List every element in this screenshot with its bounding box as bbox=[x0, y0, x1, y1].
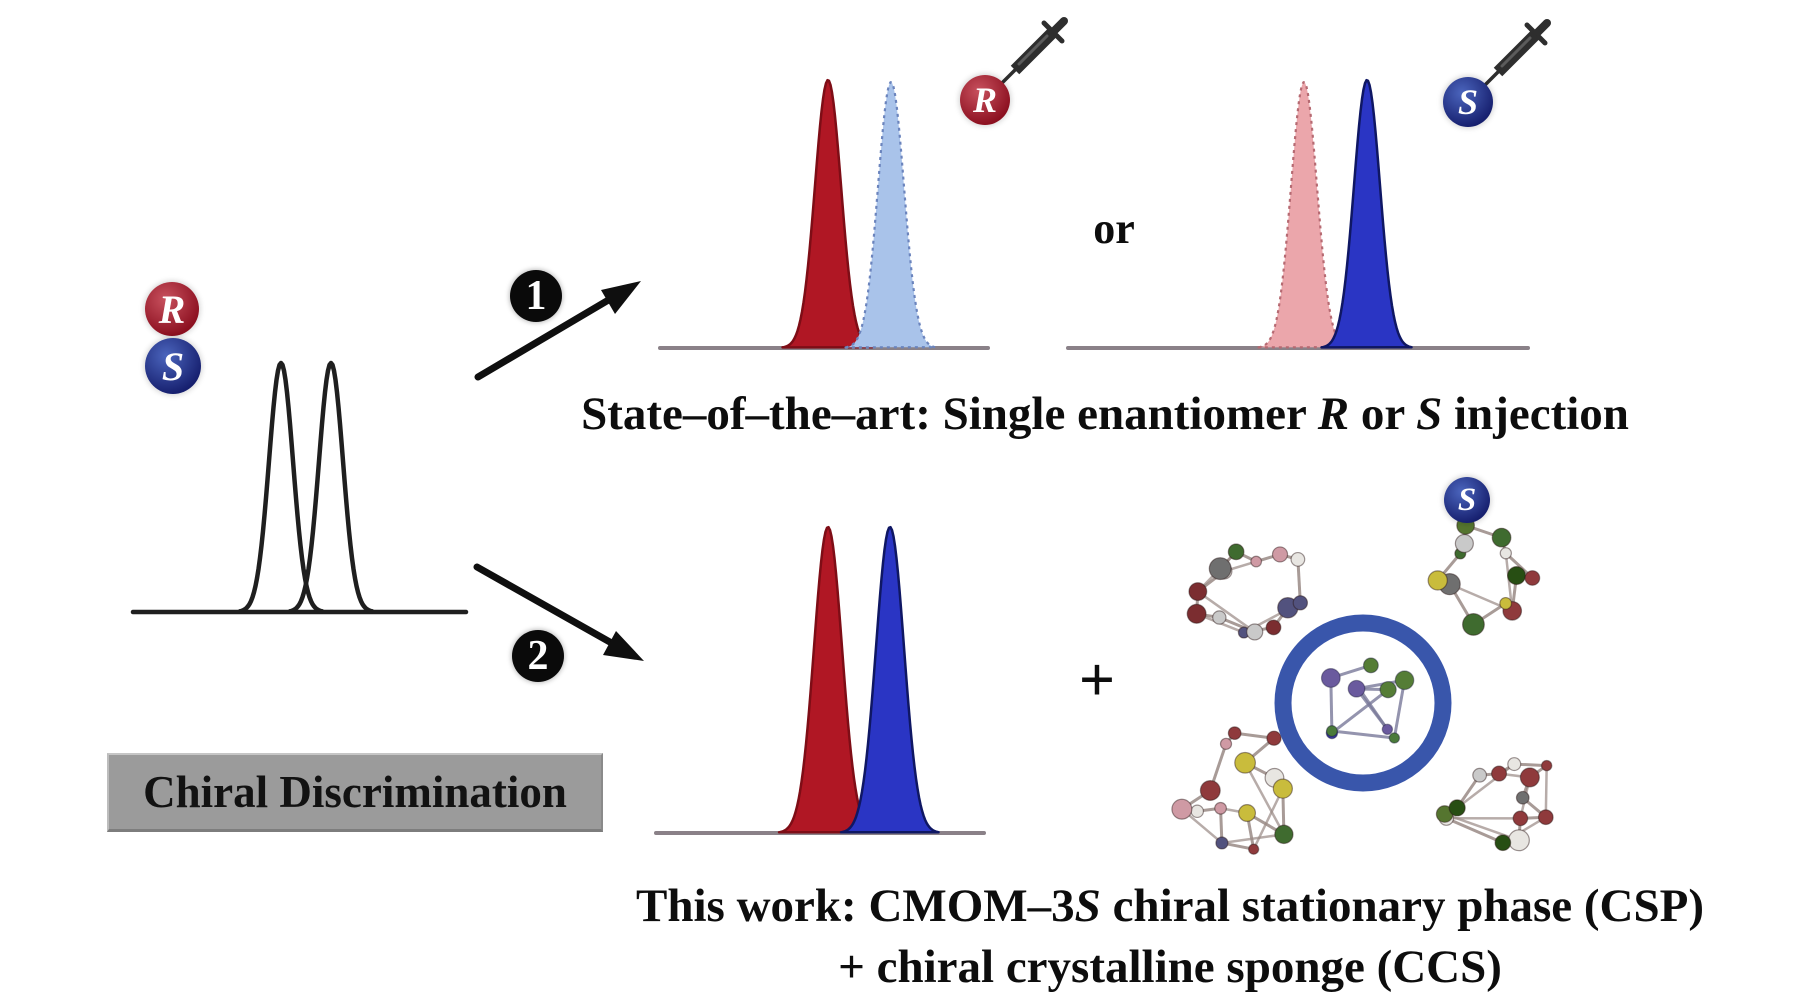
peak-R bbox=[1257, 81, 1350, 349]
chromatograms bbox=[130, 78, 1530, 835]
caption-segment: or bbox=[1349, 388, 1417, 440]
step-1-marker: 1 bbox=[510, 270, 562, 322]
atom-cluster bbox=[1186, 543, 1309, 641]
caption-segment: + chiral crystalline sponge (CCS) bbox=[838, 941, 1502, 992]
r-letter: R bbox=[158, 286, 186, 332]
this-work-caption: This work: CMOM–3S chiral stationary pha… bbox=[570, 876, 1770, 992]
chromatogram-input-mixture bbox=[130, 360, 469, 615]
peak-S bbox=[839, 525, 940, 834]
caption-segment: S bbox=[1416, 388, 1443, 440]
step-2-number: 2 bbox=[527, 633, 549, 679]
caption-segment: This work: CMOM–3 bbox=[636, 880, 1075, 932]
arrow-step2 bbox=[473, 563, 644, 661]
step-2-marker: 2 bbox=[512, 630, 564, 682]
s-enantiomer-badge: S bbox=[145, 338, 201, 394]
r-enantiomer-badge: R bbox=[145, 282, 199, 336]
syringe-icon bbox=[1481, 23, 1547, 89]
peak-S bbox=[288, 360, 374, 614]
s-injection-badge: S bbox=[1443, 77, 1493, 127]
guest-molecule-atoms bbox=[1320, 657, 1415, 744]
s-letter: S bbox=[161, 343, 185, 389]
molecule-structure bbox=[1171, 516, 1554, 855]
atom-cluster bbox=[1171, 726, 1294, 855]
caption-segment: injection bbox=[1442, 388, 1629, 440]
state-of-the-art-caption: State–of–the–art: Single enantiomer R or… bbox=[520, 384, 1690, 445]
this-work-line1: This work: CMOM–3S chiral stationary pha… bbox=[570, 876, 1770, 937]
this-work-line2: + chiral crystalline sponge (CCS) bbox=[570, 937, 1770, 992]
plus-label: + bbox=[1078, 644, 1116, 715]
guest-highlight-ring bbox=[1274, 614, 1452, 792]
r-injection-badge: R bbox=[960, 75, 1010, 125]
or-label: or bbox=[1093, 204, 1135, 253]
peak-R bbox=[238, 360, 324, 614]
step-1-number: 1 bbox=[525, 273, 547, 319]
atom-cluster bbox=[1435, 757, 1554, 852]
s-letter: S bbox=[1457, 82, 1479, 122]
syringe-icon bbox=[998, 21, 1064, 87]
chromatogram-this-work-separation bbox=[654, 525, 986, 835]
chromatogram-r-injection bbox=[658, 78, 990, 350]
caption-segment: R bbox=[1317, 388, 1350, 440]
s-letter: S bbox=[1457, 481, 1477, 518]
chromatogram-s-injection bbox=[1066, 78, 1530, 350]
atom-cluster bbox=[1427, 516, 1541, 636]
s-sponge-badge: S bbox=[1444, 477, 1490, 523]
chiral-discrimination-box: Chiral Discrimination bbox=[107, 753, 603, 832]
peak-S bbox=[1320, 78, 1413, 349]
arrow-step1 bbox=[474, 281, 641, 381]
peak-S bbox=[844, 81, 937, 349]
caption-segment: State–of–the–art: Single enantiomer bbox=[581, 388, 1318, 440]
r-letter: R bbox=[972, 80, 997, 120]
chiral-discrimination-label: Chiral Discrimination bbox=[143, 767, 567, 817]
caption-segment: chiral stationary phase (CSP) bbox=[1100, 880, 1704, 932]
caption-segment: S bbox=[1074, 880, 1101, 932]
peak-R bbox=[781, 78, 874, 349]
